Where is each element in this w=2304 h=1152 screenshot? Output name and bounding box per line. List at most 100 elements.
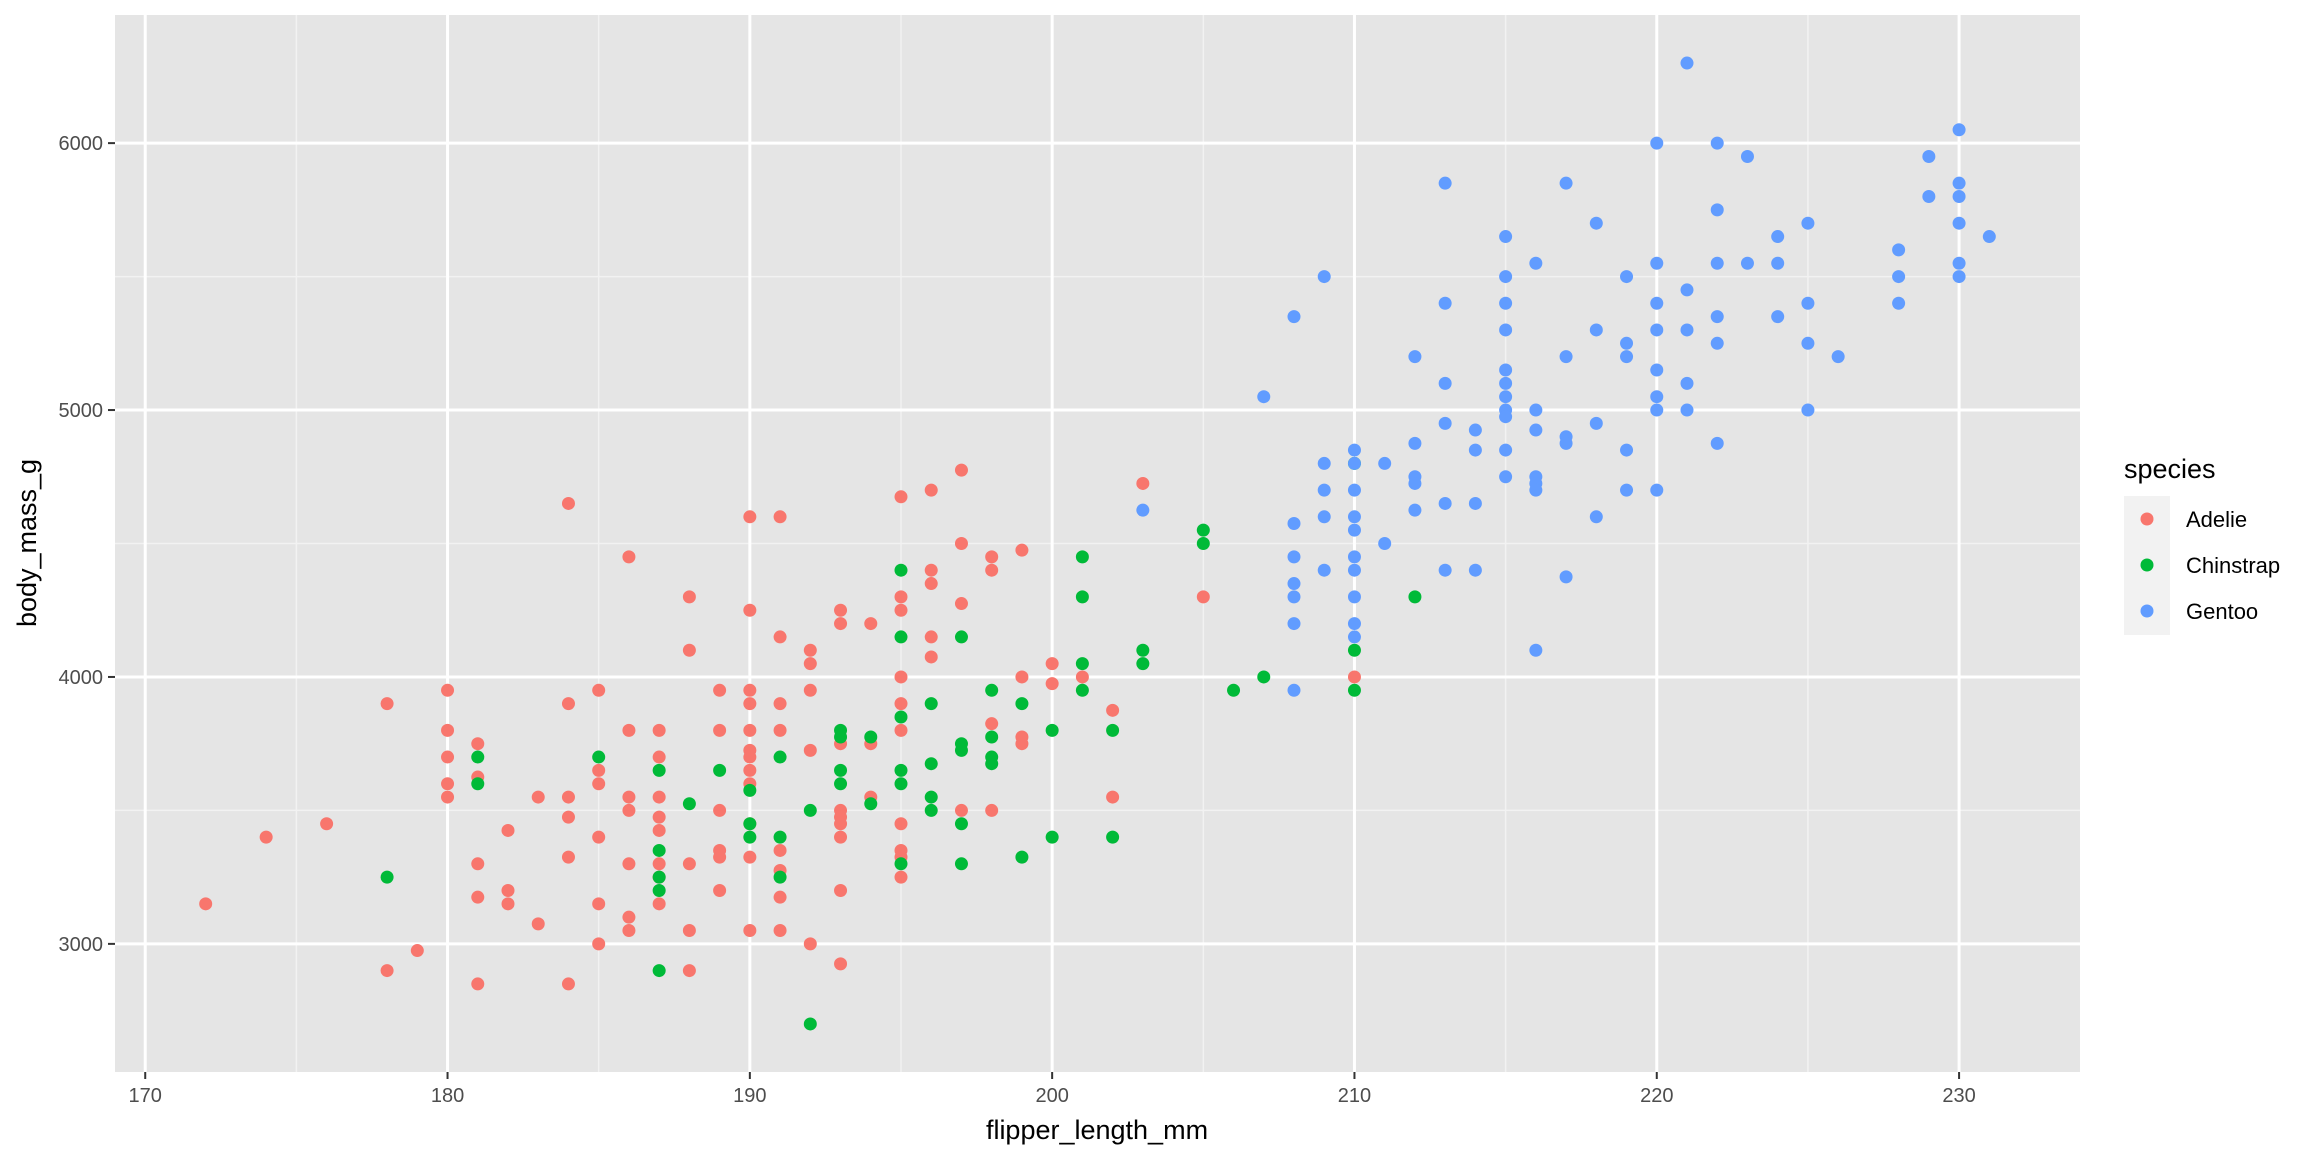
data-point-gentoo xyxy=(1317,270,1331,284)
data-point-adelie xyxy=(561,810,575,824)
data-point-chinstrap xyxy=(471,750,485,764)
data-point-gentoo xyxy=(1589,216,1603,230)
data-point-gentoo xyxy=(1529,423,1543,437)
data-point-adelie xyxy=(864,617,878,631)
data-point-adelie xyxy=(592,830,606,844)
data-point-adelie xyxy=(924,483,938,497)
data-point-gentoo xyxy=(1468,496,1482,510)
data-point-chinstrap xyxy=(1257,670,1271,684)
data-point-adelie xyxy=(924,630,938,644)
data-point-adelie xyxy=(985,563,999,577)
data-point-gentoo xyxy=(1892,243,1906,257)
data-point-adelie xyxy=(1136,476,1150,490)
data-point-adelie xyxy=(773,843,787,857)
data-point-gentoo xyxy=(1378,456,1392,470)
data-point-chinstrap xyxy=(894,710,908,724)
data-point-adelie xyxy=(954,537,968,550)
data-point-gentoo xyxy=(1317,456,1331,470)
data-point-chinstrap xyxy=(652,964,666,978)
data-point-adelie xyxy=(1045,677,1059,691)
data-point-chinstrap xyxy=(1075,590,1089,604)
data-point-gentoo xyxy=(1620,350,1634,364)
data-point-chinstrap xyxy=(743,830,757,844)
data-point-chinstrap xyxy=(743,783,757,797)
data-point-gentoo xyxy=(1287,310,1301,324)
data-point-gentoo xyxy=(1620,336,1634,350)
data-point-chinstrap xyxy=(773,750,787,764)
data-point-chinstrap xyxy=(773,830,787,844)
data-point-gentoo xyxy=(1801,403,1815,417)
data-point-adelie xyxy=(773,924,787,938)
data-point-adelie xyxy=(803,683,817,697)
data-point-gentoo xyxy=(1801,296,1815,310)
data-point-adelie xyxy=(682,924,696,938)
data-point-gentoo xyxy=(1589,416,1603,430)
data-point-gentoo xyxy=(1499,323,1513,337)
data-point-chinstrap xyxy=(471,777,485,791)
data-point-adelie xyxy=(622,924,636,938)
data-point-adelie xyxy=(682,590,696,604)
data-point-gentoo xyxy=(1710,256,1724,270)
data-point-chinstrap xyxy=(894,630,908,644)
data-point-gentoo xyxy=(1680,323,1694,337)
data-point-adelie xyxy=(743,763,757,777)
data-point-adelie xyxy=(561,496,575,510)
data-point-gentoo xyxy=(1680,56,1694,70)
data-point-adelie xyxy=(985,803,999,817)
data-point-gentoo xyxy=(1317,563,1331,577)
data-point-adelie xyxy=(592,937,606,951)
data-point-gentoo xyxy=(1499,270,1513,284)
data-point-adelie xyxy=(773,630,787,644)
data-point-adelie xyxy=(561,977,575,991)
data-point-chinstrap xyxy=(1106,830,1120,844)
data-point-adelie xyxy=(743,924,757,938)
data-point-gentoo xyxy=(1287,550,1301,564)
x-tick-label: 230 xyxy=(1942,1085,1975,1107)
data-point-gentoo xyxy=(1347,550,1361,564)
data-point-chinstrap xyxy=(894,777,908,791)
data-point-chinstrap xyxy=(652,843,666,857)
x-tick-label: 200 xyxy=(1035,1085,1068,1107)
data-point-gentoo xyxy=(1589,323,1603,337)
data-point-chinstrap xyxy=(894,563,908,577)
data-point-adelie xyxy=(380,964,394,978)
data-point-chinstrap xyxy=(592,750,606,764)
data-point-chinstrap xyxy=(864,797,878,811)
y-tick-label: 6000 xyxy=(59,133,104,155)
data-point-gentoo xyxy=(1650,483,1664,497)
data-point-gentoo xyxy=(1136,503,1150,517)
data-point-adelie xyxy=(954,463,968,477)
data-point-chinstrap xyxy=(773,870,787,884)
data-point-adelie xyxy=(501,823,515,837)
data-point-chinstrap xyxy=(924,790,938,804)
data-point-chinstrap xyxy=(1408,590,1422,604)
data-point-gentoo xyxy=(1922,149,1936,163)
data-point-gentoo xyxy=(1650,363,1664,377)
data-point-adelie xyxy=(320,817,334,831)
data-point-adelie xyxy=(592,683,606,697)
data-point-gentoo xyxy=(1892,270,1906,284)
data-point-gentoo xyxy=(1408,436,1422,450)
data-point-adelie xyxy=(713,683,727,697)
data-point-adelie xyxy=(682,643,696,657)
data-point-chinstrap xyxy=(1347,643,1361,657)
data-point-gentoo xyxy=(1347,590,1361,604)
data-point-gentoo xyxy=(1952,176,1966,190)
data-point-adelie xyxy=(803,937,817,951)
data-point-chinstrap xyxy=(1015,850,1029,864)
data-point-chinstrap xyxy=(713,763,727,777)
data-point-gentoo xyxy=(1347,510,1361,524)
legend-label-gentoo: Gentoo xyxy=(2186,599,2258,624)
data-point-adelie xyxy=(592,763,606,777)
data-point-adelie xyxy=(561,790,575,804)
data-point-adelie xyxy=(713,723,727,737)
data-point-gentoo xyxy=(1468,443,1482,457)
data-point-chinstrap xyxy=(985,683,999,697)
data-point-adelie xyxy=(713,883,727,897)
data-point-adelie xyxy=(743,750,757,764)
data-point-gentoo xyxy=(1952,216,1966,230)
data-point-gentoo xyxy=(1529,483,1543,497)
data-point-gentoo xyxy=(1650,136,1664,150)
data-point-adelie xyxy=(894,723,908,737)
data-point-chinstrap xyxy=(924,803,938,817)
